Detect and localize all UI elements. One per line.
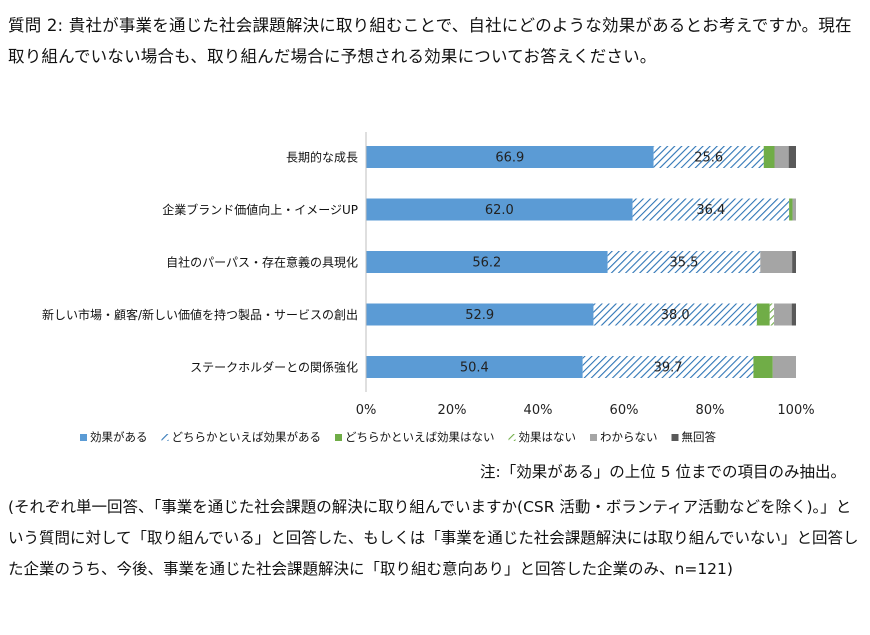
legend-label: どちらかといえば効果はない xyxy=(345,430,495,444)
bar-segment xyxy=(760,251,793,273)
legend-label: 無回答 xyxy=(682,430,717,444)
bar-segment xyxy=(789,198,793,221)
legend-label: わからない xyxy=(600,430,658,444)
data-label: 62.0 xyxy=(485,203,514,218)
x-tick-label: 60% xyxy=(610,403,639,418)
stacked-bar-chart: 長期的な成長 66.9 25.6 企業ブランド価値向上・イメージUP 62.0 36.4 自… xyxy=(42,132,815,444)
bar-segment xyxy=(769,303,775,326)
legend-swatch xyxy=(671,434,679,441)
bar-segment xyxy=(366,198,633,221)
data-label: 66.9 xyxy=(495,151,524,166)
legend-label: 効果がある xyxy=(90,430,148,444)
legend-swatch xyxy=(335,434,342,441)
data-label: 52.9 xyxy=(465,308,494,323)
bar-segment xyxy=(774,303,792,326)
bar-segment xyxy=(607,251,761,273)
x-tick-label: 0% xyxy=(356,403,377,418)
legend-label: 効果はない xyxy=(519,430,577,444)
bar-segment xyxy=(772,356,796,378)
category-label: 長期的な成長 xyxy=(286,150,358,165)
data-label: 50.4 xyxy=(460,361,489,376)
bar-segment xyxy=(774,146,789,168)
bar-segment xyxy=(366,251,608,273)
bar-segment xyxy=(632,198,790,221)
x-tick-label: 100% xyxy=(777,403,814,418)
legend-label: どちらかといえば効果がある xyxy=(172,430,322,444)
bar-segment xyxy=(792,198,796,221)
bar-segment xyxy=(582,356,754,378)
chart-note: 注:「効果がある」の上位 5 位までの項目のみ抽出。 xyxy=(480,463,846,481)
bar-segment xyxy=(593,303,757,326)
data-label: 56.2 xyxy=(472,256,501,271)
bar-segment xyxy=(788,146,796,168)
legend-swatch xyxy=(590,434,597,441)
data-label: 39.7 xyxy=(654,361,683,376)
legend-swatch xyxy=(80,434,87,441)
bar-segment xyxy=(366,146,654,168)
question-text: 質問 2: 貴社が事業を通じた社会課題解決に取り組むことで、自社にどのような効果… xyxy=(8,16,852,66)
bar-segment xyxy=(756,303,770,326)
category-label: 新しい市場・顧客/新しい価値を持つ製品・サービスの創出 xyxy=(42,307,358,322)
data-label: 25.6 xyxy=(694,151,723,166)
data-label: 35.5 xyxy=(670,256,699,271)
bar-segment xyxy=(763,146,775,168)
x-tick-label: 80% xyxy=(696,403,725,418)
category-label: ステークホルダーとの関係強化 xyxy=(190,360,358,375)
x-tick-label: 40% xyxy=(524,403,553,418)
bar-segment xyxy=(792,251,796,273)
bar-segment xyxy=(791,303,796,326)
bar-segment xyxy=(653,146,764,168)
legend-swatch xyxy=(161,434,169,441)
data-label: 36.4 xyxy=(696,203,725,218)
category-label: 企業ブランド価値向上・イメージUP xyxy=(162,202,358,217)
legend-swatch xyxy=(508,434,516,441)
data-label: 38.0 xyxy=(661,308,690,323)
x-tick-label: 20% xyxy=(438,403,467,418)
bar-segment xyxy=(753,356,773,378)
bar-segment xyxy=(366,356,583,378)
category-label: 自社のパーパス・存在意義の具現化 xyxy=(166,255,358,270)
bar-segment xyxy=(366,303,594,326)
footnote: (それぞれ単一回答、「事業を通じた社会課題の解決に取り組んでいますか(CSR 活… xyxy=(8,498,859,578)
